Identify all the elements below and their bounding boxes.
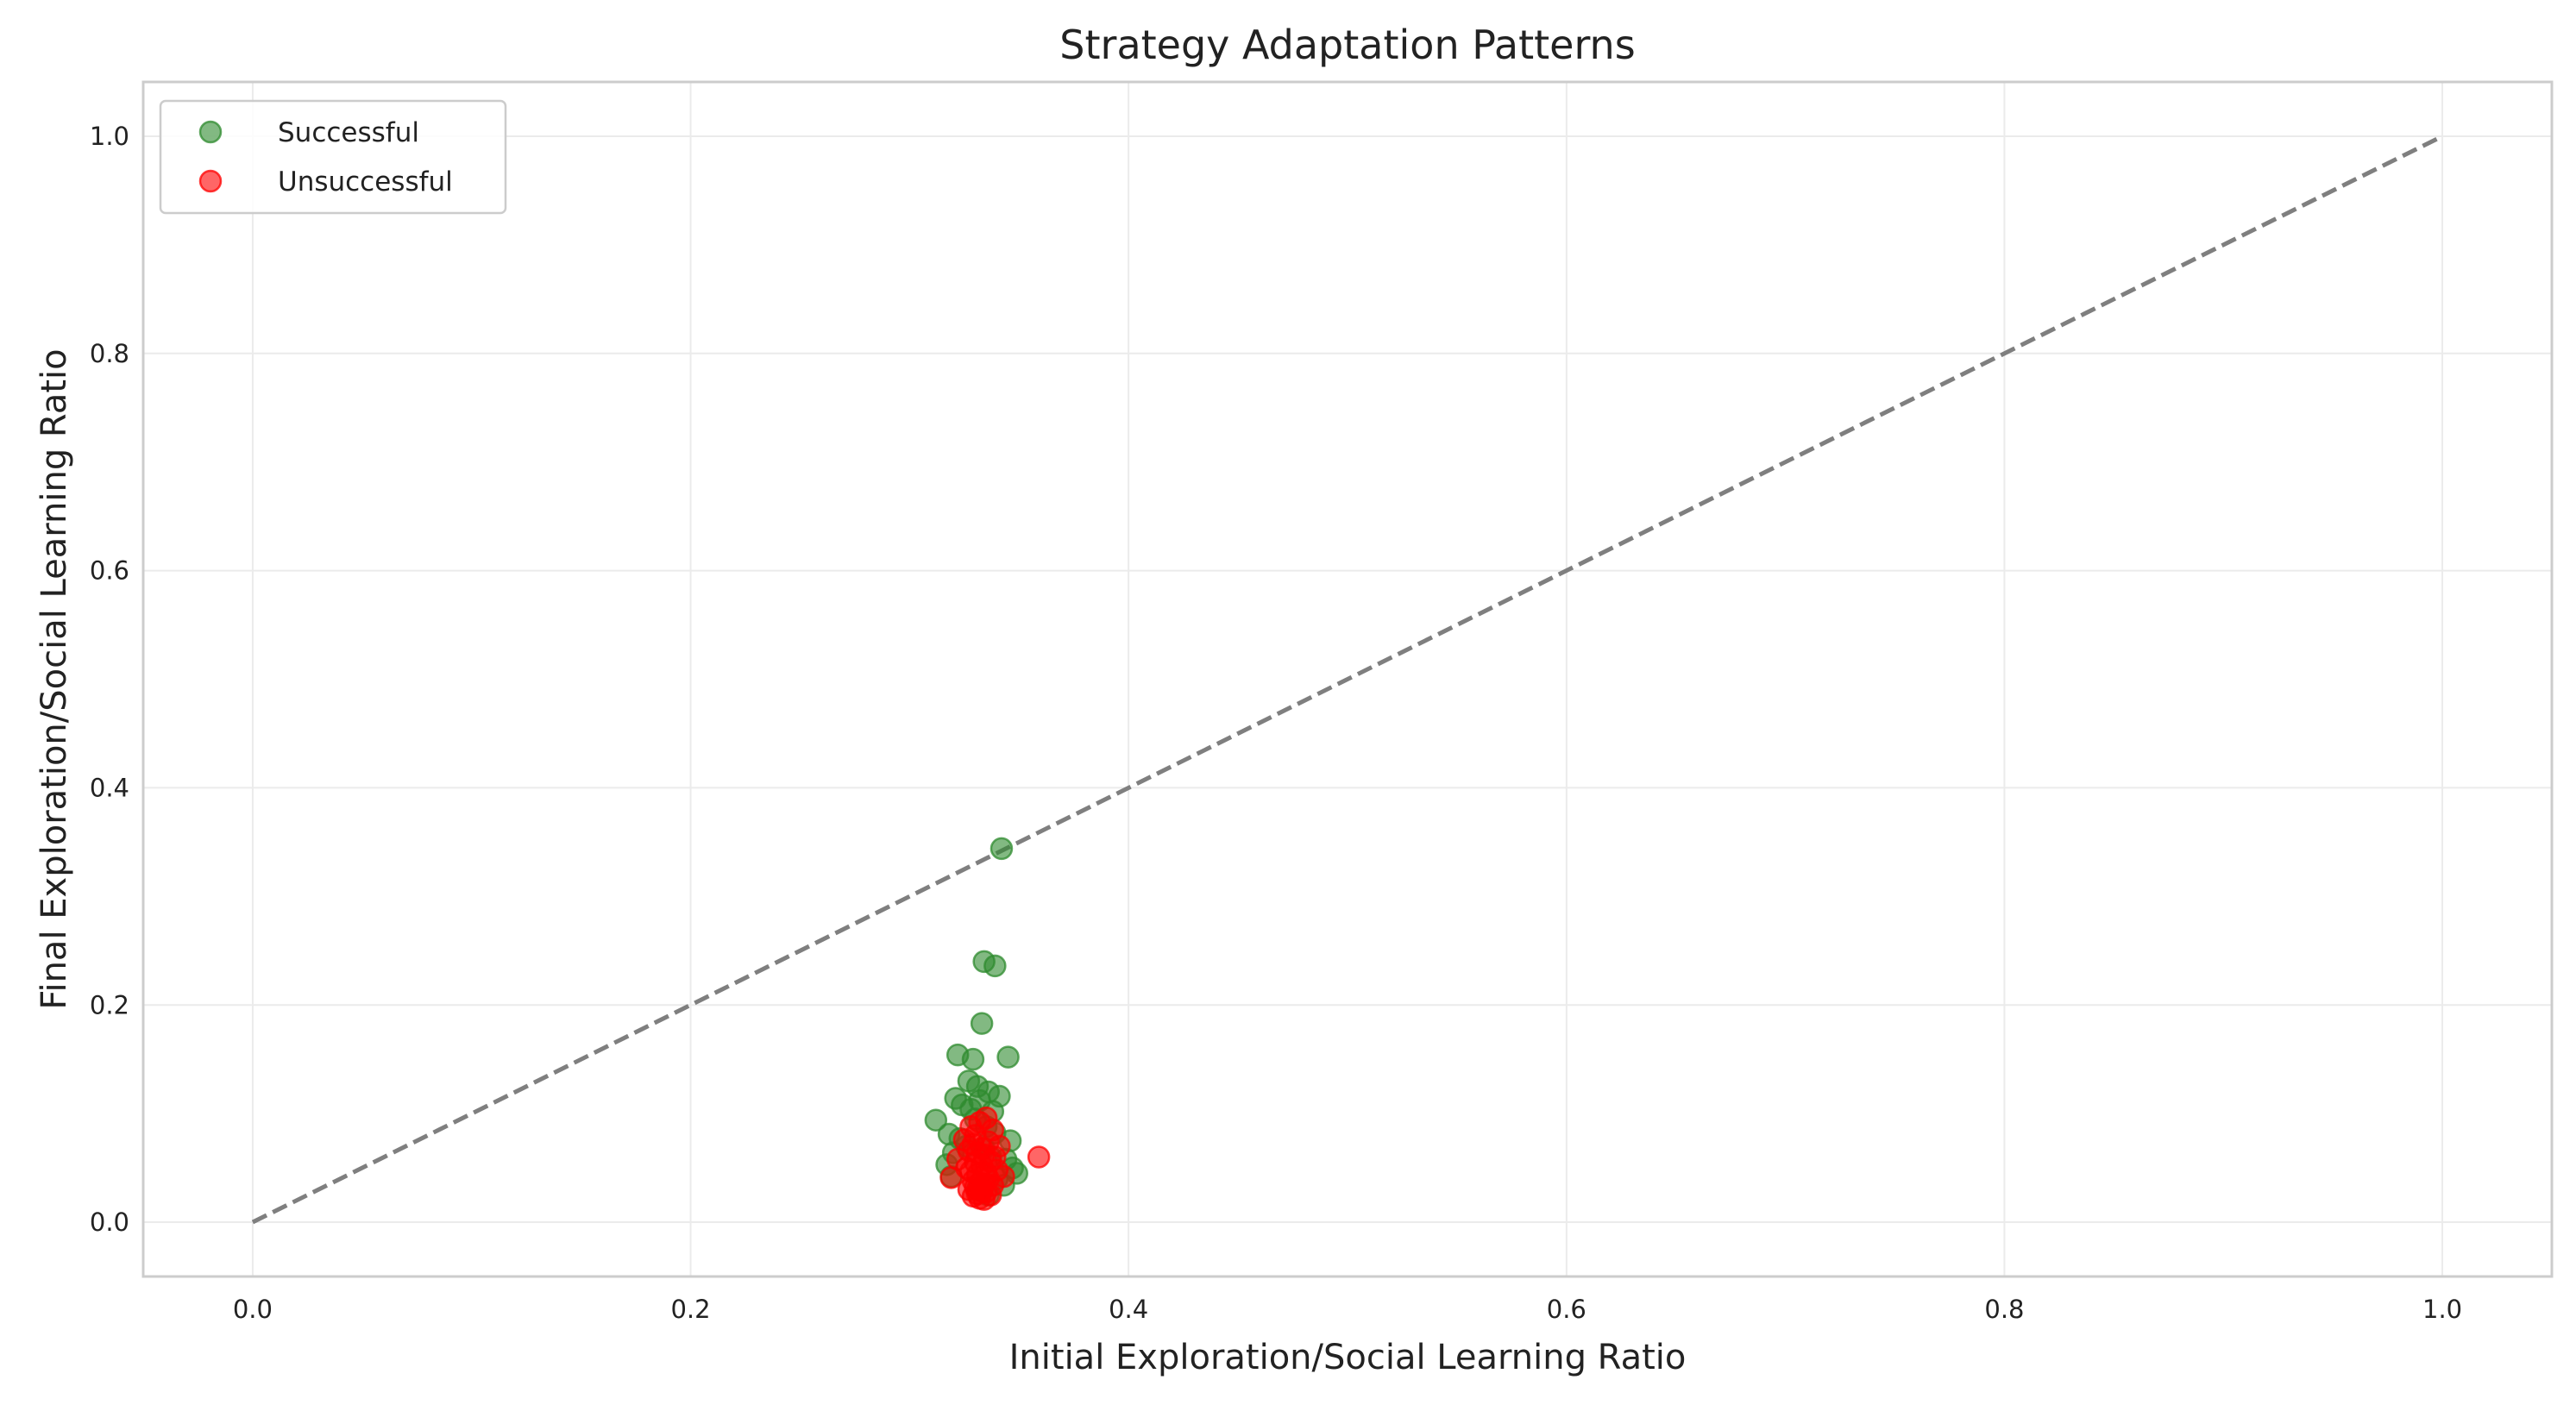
x-tick-label: 0.6 [1547, 1295, 1586, 1324]
x-tick-label: 0.2 [670, 1295, 710, 1324]
scatter-point [939, 1166, 963, 1189]
scatter-point [970, 1012, 994, 1035]
legend-box [159, 99, 507, 215]
scatter-point [972, 1188, 996, 1211]
scatter-point [1027, 1145, 1051, 1169]
scatter-point [983, 954, 1007, 978]
scatter-point [961, 1047, 985, 1071]
plot-frame [141, 80, 2554, 1278]
y-tick-label: 0.6 [90, 556, 129, 586]
x-axis-ticks: 0.0 0.2 0.4 0.6 0.8 1.0 [233, 1295, 2462, 1324]
scatter-point [990, 837, 1014, 861]
x-tick-label: 0.8 [1984, 1295, 2024, 1324]
chart-title: Strategy Adaptation Patterns [1059, 22, 1635, 68]
series-unsuccessful [939, 1106, 1051, 1211]
grid-lines [143, 82, 2552, 1276]
legend-marker [198, 169, 223, 193]
y-tick-label: 0.2 [90, 990, 129, 1019]
legend-marker [198, 120, 223, 144]
legend-label: Unsuccessful [278, 166, 453, 198]
y-tick-label: 0.4 [90, 774, 129, 803]
legend-label: Successful [278, 117, 419, 148]
y-tick-label: 1.0 [90, 122, 129, 151]
y-tick-label: 0.8 [90, 339, 129, 368]
scatter-point [957, 1069, 981, 1093]
x-tick-label: 0.4 [1109, 1295, 1148, 1324]
data-points [924, 837, 1051, 1211]
x-tick-label: 0.0 [233, 1295, 273, 1324]
legend: Successful Unsuccessful [159, 99, 507, 215]
y-axis-label: Final Exploration/Social Learning Ratio [35, 348, 74, 1009]
reference-line [251, 134, 2444, 1225]
y-axis-ticks: 0.0 0.2 0.4 0.6 0.8 1.0 [90, 122, 129, 1237]
x-axis-label: Initial Exploration/Social Learning Rati… [1009, 1338, 1687, 1377]
scatter-point [996, 1045, 1020, 1069]
reference-line-group [251, 134, 2444, 1225]
y-tick-label: 0.0 [90, 1207, 129, 1237]
x-tick-label: 1.0 [2422, 1295, 2462, 1324]
scatter-point [924, 1108, 948, 1132]
